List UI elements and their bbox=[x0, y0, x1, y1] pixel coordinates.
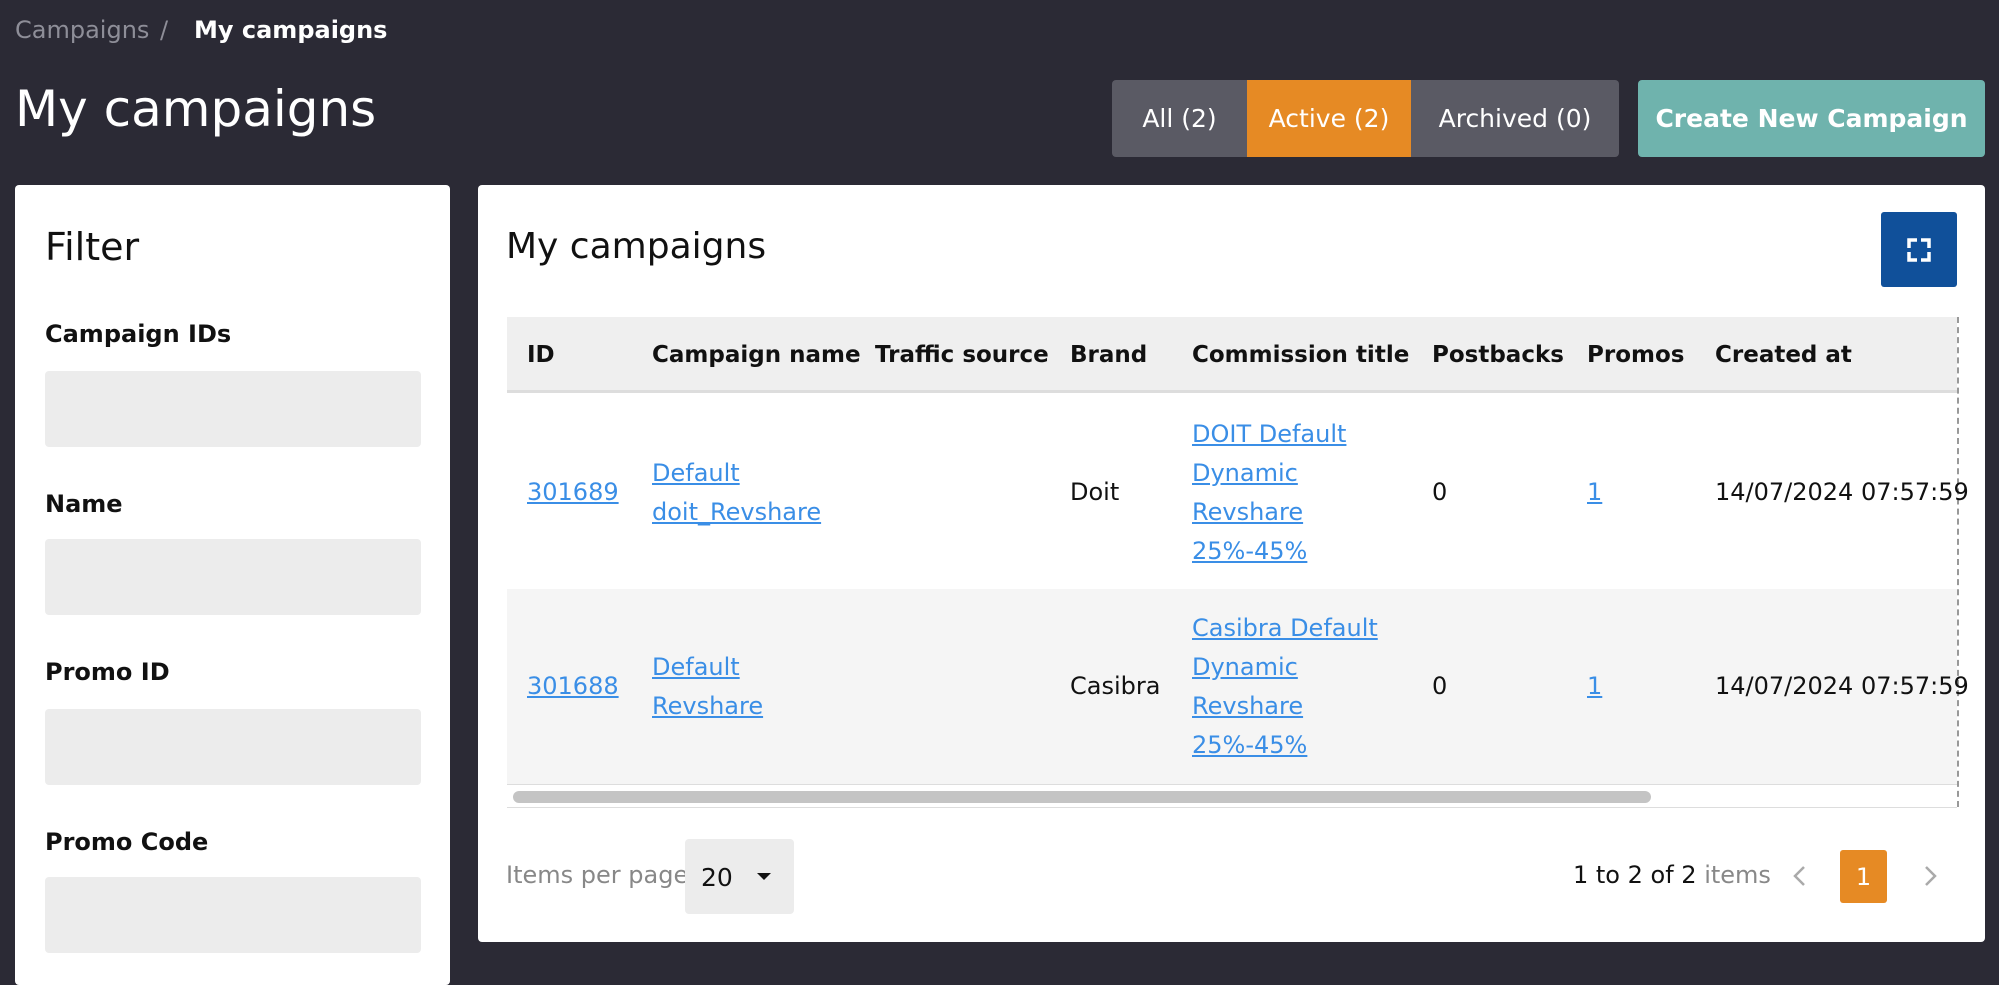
table-cell: Default doit_Revshare bbox=[652, 395, 827, 590]
filter-label: Promo ID bbox=[45, 658, 170, 686]
scroll-edge bbox=[1957, 317, 1959, 807]
cell-link[interactable]: 301689 bbox=[527, 478, 619, 506]
tab[interactable]: Archived (0) bbox=[1411, 80, 1619, 157]
cell-link[interactable]: Casibra Default Dynamic Revshare 25%-45% bbox=[1192, 613, 1378, 759]
tab[interactable]: All (2) bbox=[1112, 80, 1247, 157]
table-cell: Default Revshare bbox=[652, 589, 827, 784]
cell-text: 0 bbox=[1432, 478, 1448, 506]
filter-input[interactable] bbox=[45, 539, 421, 615]
cell-link[interactable]: DOIT Default Dynamic Revshare 25%-45% bbox=[1192, 419, 1347, 565]
pagination-range: 1 to 2 of 2 items bbox=[1573, 861, 1771, 889]
cell-text: Casibra bbox=[1070, 672, 1161, 700]
cell-link[interactable]: Default doit_Revshare bbox=[652, 458, 822, 526]
filter-input[interactable] bbox=[45, 709, 421, 785]
table-cell: Casibra Default Dynamic Revshare 25%-45% bbox=[1192, 589, 1387, 784]
cell-link[interactable]: 1 bbox=[1587, 478, 1603, 506]
dropdown-icon bbox=[757, 873, 771, 880]
table-cell: 1 bbox=[1587, 395, 1707, 590]
breadcrumb-separator: / bbox=[160, 16, 169, 44]
table-cell: DOIT Default Dynamic Revshare 25%-45% bbox=[1192, 395, 1387, 590]
cell-text: 14/07/2024 07:57:59 bbox=[1715, 478, 1969, 506]
column-header: Created at bbox=[1715, 342, 1852, 368]
breadcrumb-current: My campaigns bbox=[194, 16, 388, 44]
row-border bbox=[507, 784, 1957, 785]
table-cell: 301689 bbox=[527, 395, 647, 590]
items-per-page-label: Items per page bbox=[506, 861, 689, 889]
cell-link[interactable]: 1 bbox=[1587, 672, 1603, 700]
cell-link[interactable]: 301688 bbox=[527, 672, 619, 700]
column-header: ID bbox=[527, 342, 555, 368]
column-header: Promos bbox=[1587, 342, 1685, 368]
table-panel bbox=[478, 185, 1985, 942]
table-header bbox=[507, 317, 1957, 393]
table-cell: 0 bbox=[1432, 395, 1582, 590]
scroll-track-border bbox=[507, 807, 1957, 808]
next-page[interactable] bbox=[1920, 864, 1940, 888]
table-cell: 14/07/2024 07:57:59 bbox=[1715, 395, 1969, 590]
filter-label: Promo Code bbox=[45, 828, 209, 856]
breadcrumb-link[interactable]: Campaigns bbox=[15, 16, 150, 44]
table-cell: 301688 bbox=[527, 589, 647, 784]
filter-label: Name bbox=[45, 490, 123, 518]
page-button[interactable]: 1 bbox=[1840, 850, 1887, 903]
column-header: Brand bbox=[1070, 342, 1148, 368]
filter-input[interactable] bbox=[45, 371, 421, 447]
row-bg bbox=[507, 589, 1957, 784]
filter-input[interactable] bbox=[45, 877, 421, 953]
scrollbar[interactable] bbox=[513, 791, 1651, 803]
table-title: My campaigns bbox=[506, 226, 767, 267]
expand-icon bbox=[1907, 238, 1931, 262]
range: 1 to 2 of 2 bbox=[1573, 861, 1697, 889]
column-header: Campaign name bbox=[652, 342, 861, 368]
table-cell: 1 bbox=[1587, 589, 1707, 784]
cell-link[interactable]: Default Revshare bbox=[652, 652, 764, 720]
expand-button[interactable] bbox=[1881, 212, 1957, 287]
table-cell: 14/07/2024 07:57:59 bbox=[1715, 589, 1969, 784]
cell-text: Doit bbox=[1070, 478, 1120, 506]
page-title: My campaigns bbox=[15, 80, 377, 138]
tab-active[interactable]: Active (2) bbox=[1247, 80, 1411, 157]
table-cell: Casibra bbox=[1070, 589, 1190, 784]
select-value: 20 bbox=[701, 863, 733, 892]
cell-text: 0 bbox=[1432, 672, 1448, 700]
table-cell: 0 bbox=[1432, 589, 1582, 784]
filter-label: Campaign IDs bbox=[45, 320, 232, 348]
column-header: Traffic source bbox=[875, 342, 1049, 368]
filter-title: Filter bbox=[45, 225, 140, 269]
table-cell: Doit bbox=[1070, 395, 1190, 590]
create-button[interactable]: Create New Campaign bbox=[1638, 80, 1985, 157]
column-header: Commission title bbox=[1192, 342, 1410, 368]
cell-text: 14/07/2024 07:57:59 bbox=[1715, 672, 1969, 700]
column-header: Postbacks bbox=[1432, 342, 1564, 368]
range-suffix: items bbox=[1704, 861, 1771, 889]
prev-page[interactable] bbox=[1790, 864, 1810, 888]
items-per-page-select[interactable]: 20 bbox=[685, 839, 794, 914]
